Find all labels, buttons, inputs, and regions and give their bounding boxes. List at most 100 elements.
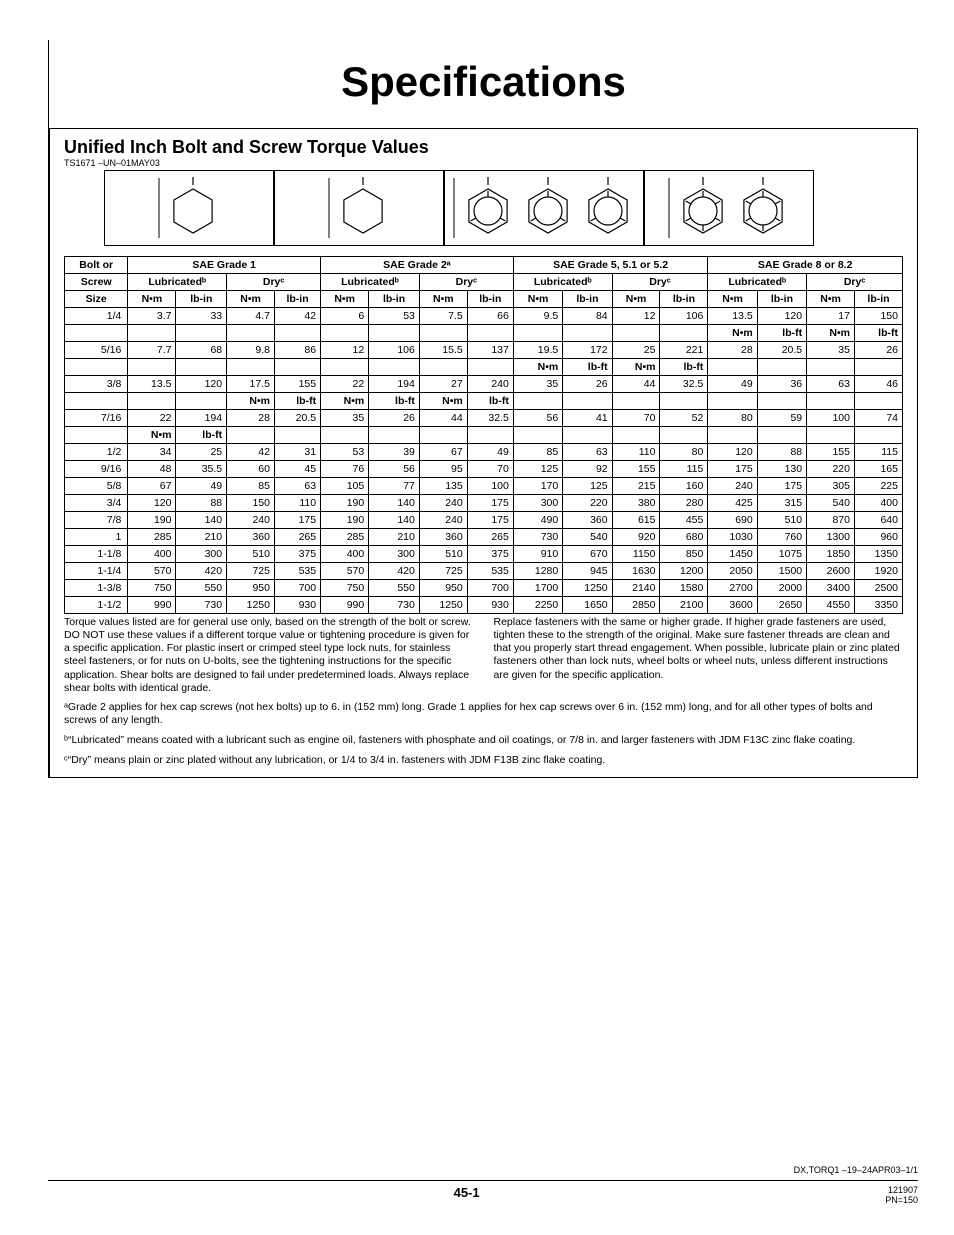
bolt-head-icon bbox=[676, 177, 730, 239]
cell-value bbox=[513, 325, 562, 342]
cell-value: 17.5 bbox=[227, 376, 275, 393]
cell-value bbox=[807, 393, 855, 410]
cell-value: 910 bbox=[513, 546, 562, 563]
table-row: N•mlb-ftN•mlb-ft bbox=[65, 359, 903, 376]
cell-value bbox=[128, 325, 176, 342]
cell-size: 1-1/8 bbox=[65, 546, 128, 563]
unit-nm: N•m bbox=[612, 291, 660, 308]
cell-value: 77 bbox=[369, 478, 420, 495]
cell-value: 240 bbox=[467, 376, 513, 393]
ts-code: TS1671 –UN–01MAY03 bbox=[64, 158, 903, 168]
cell-value: 105 bbox=[321, 478, 369, 495]
unit-nm: N•m bbox=[513, 291, 562, 308]
small-date: 121907 bbox=[885, 1185, 918, 1195]
cell-value: 315 bbox=[757, 495, 806, 512]
col-lub-4: Lubricatedᵇ bbox=[708, 274, 807, 291]
cell-value: N•m bbox=[708, 325, 757, 342]
cell-value: 106 bbox=[369, 342, 420, 359]
content-frame: Unified Inch Bolt and Screw Torque Value… bbox=[49, 128, 918, 778]
cell-value bbox=[128, 393, 176, 410]
cell-size: 5/16 bbox=[65, 342, 128, 359]
cell-value: 56 bbox=[513, 410, 562, 427]
cell-value: 15.5 bbox=[419, 342, 467, 359]
cell-value bbox=[128, 359, 176, 376]
cell-value: lb-ft bbox=[369, 393, 420, 410]
cell-value bbox=[612, 427, 660, 444]
cell-value: 930 bbox=[274, 597, 320, 614]
cell-value: 1150 bbox=[612, 546, 660, 563]
cell-value: 35 bbox=[513, 376, 562, 393]
cell-value: 150 bbox=[227, 495, 275, 512]
cell-value: 225 bbox=[854, 478, 902, 495]
cell-value: 870 bbox=[807, 512, 855, 529]
dx-code: DX,TORQ1 –19–24APR03–1/1 bbox=[794, 1165, 918, 1175]
cell-value: 100 bbox=[467, 478, 513, 495]
cell-value: 380 bbox=[612, 495, 660, 512]
cell-value: lb-ft bbox=[467, 393, 513, 410]
cell-value bbox=[708, 393, 757, 410]
cell-value: 1350 bbox=[854, 546, 902, 563]
cell-value: 360 bbox=[419, 529, 467, 546]
col-lub-1: Lubricatedᵇ bbox=[128, 274, 227, 291]
cell-value bbox=[660, 393, 708, 410]
cell-value: 3600 bbox=[708, 597, 757, 614]
cell-value bbox=[467, 359, 513, 376]
cell-value: 35 bbox=[807, 342, 855, 359]
cell-value: 41 bbox=[563, 410, 612, 427]
cell-value: 950 bbox=[227, 580, 275, 597]
footnote-a: ᵃGrade 2 applies for hex cap screws (not… bbox=[64, 701, 903, 728]
table-row: 1-3/875055095070075055095070017001250214… bbox=[65, 580, 903, 597]
cell-value bbox=[708, 359, 757, 376]
unit-nm: N•m bbox=[807, 291, 855, 308]
note-right: Replace fasteners with the same or highe… bbox=[494, 616, 904, 695]
cell-value: 400 bbox=[854, 495, 902, 512]
table-row: 1285210360265285210360265730540920680103… bbox=[65, 529, 903, 546]
cell-value: 750 bbox=[128, 580, 176, 597]
table-row: 5/86749856310577135100170125215160240175… bbox=[65, 478, 903, 495]
cell-value: 44 bbox=[419, 410, 467, 427]
cell-value: 22 bbox=[321, 376, 369, 393]
cell-value: lb-ft bbox=[854, 325, 902, 342]
table-row: 1-1/840030051037540030051037591067011508… bbox=[65, 546, 903, 563]
cell-value bbox=[274, 427, 320, 444]
col-grade-5: SAE Grade 5, 5.1 or 5.2 bbox=[513, 257, 708, 274]
cell-value: 85 bbox=[227, 478, 275, 495]
cell-value: 70 bbox=[612, 410, 660, 427]
bolt-head-icon bbox=[581, 177, 635, 239]
cell-value: 300 bbox=[369, 546, 420, 563]
cell-value: 34 bbox=[128, 444, 176, 461]
cell-value: 42 bbox=[274, 308, 320, 325]
table-row: 5/167.7689.8861210615.513719.51722522128… bbox=[65, 342, 903, 359]
cell-value: 280 bbox=[660, 495, 708, 512]
cell-value bbox=[854, 393, 902, 410]
cell-value: 125 bbox=[563, 478, 612, 495]
cell-value: 155 bbox=[612, 461, 660, 478]
cell-size bbox=[65, 427, 128, 444]
cell-value: 1630 bbox=[612, 563, 660, 580]
cell-value: 140 bbox=[176, 512, 227, 529]
bolt-head-icon bbox=[461, 177, 515, 239]
cell-value: 300 bbox=[176, 546, 227, 563]
bolt-head-icon bbox=[336, 177, 390, 239]
cell-value: 63 bbox=[807, 376, 855, 393]
col-dry-4: Dryᶜ bbox=[807, 274, 903, 291]
cell-value bbox=[369, 427, 420, 444]
unit-nm: N•m bbox=[321, 291, 369, 308]
bolt-head-group bbox=[104, 170, 274, 246]
cell-value: 22 bbox=[128, 410, 176, 427]
cell-value bbox=[708, 427, 757, 444]
cell-value: 67 bbox=[419, 444, 467, 461]
cell-value: 550 bbox=[369, 580, 420, 597]
cell-value: 680 bbox=[660, 529, 708, 546]
cell-value: 730 bbox=[176, 597, 227, 614]
cell-value: 20.5 bbox=[274, 410, 320, 427]
cell-value: 125 bbox=[513, 461, 562, 478]
cell-value: 990 bbox=[321, 597, 369, 614]
cell-size: 1-3/8 bbox=[65, 580, 128, 597]
cell-value: 2850 bbox=[612, 597, 660, 614]
cell-value: 68 bbox=[176, 342, 227, 359]
cell-value bbox=[227, 359, 275, 376]
cell-value bbox=[854, 359, 902, 376]
cell-value: 76 bbox=[321, 461, 369, 478]
cell-value bbox=[563, 393, 612, 410]
